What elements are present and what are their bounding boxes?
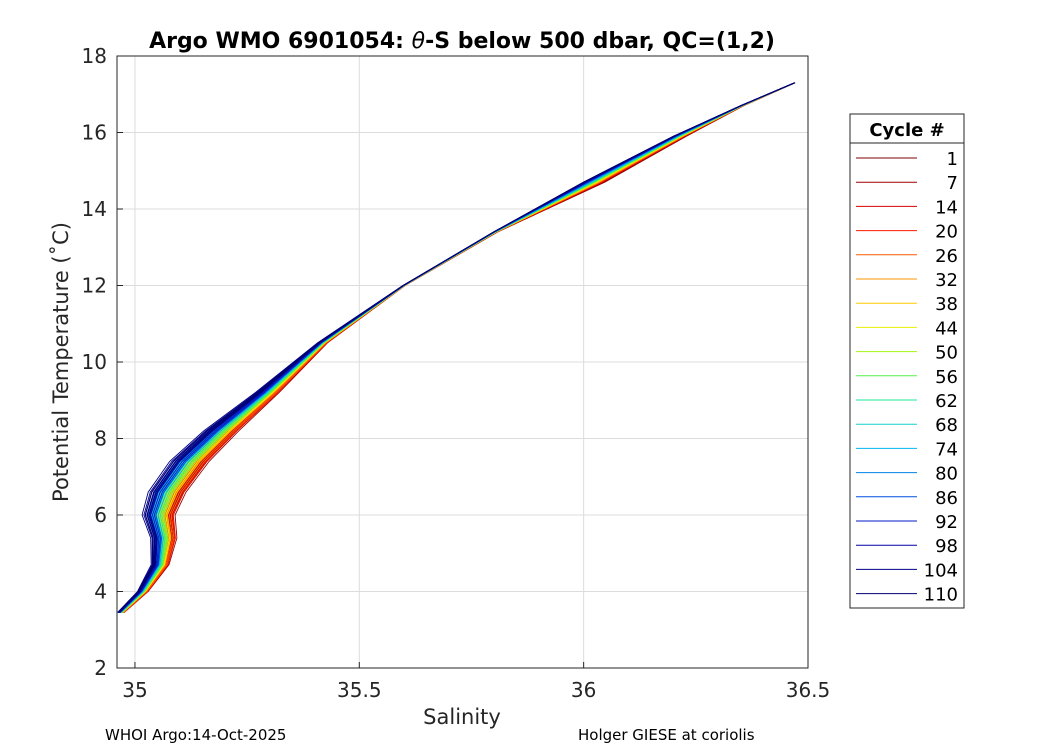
y-tick-label: 4 [94, 580, 107, 604]
y-tick-label: 12 [82, 274, 107, 298]
y-tick-label: 18 [82, 44, 107, 68]
chart-title-theta: θ [412, 29, 426, 54]
legend-label-38: 38 [935, 294, 958, 315]
profile-line-cycle-110 [118, 82, 795, 613]
legend-label-68: 68 [935, 415, 958, 436]
legend-label-26: 26 [935, 246, 958, 267]
footer-left: WHOI Argo:14-Oct-2025 [105, 726, 287, 744]
profile-line-cycle-74 [120, 82, 795, 613]
legend-label-86: 86 [935, 488, 958, 509]
legend-label-20: 20 [935, 222, 958, 243]
x-tick-label: 35.5 [337, 678, 382, 702]
x-tick-label: 36 [571, 678, 596, 702]
legend-title: Cycle # [869, 120, 944, 141]
y-tick-label: 10 [82, 350, 107, 374]
legend-label-104: 104 [924, 560, 958, 581]
footer-right: Holger GIESE at coriolis [578, 726, 755, 744]
y-tick-label: 2 [94, 656, 107, 680]
grid-lines [117, 56, 808, 668]
legend-label-14: 14 [935, 197, 958, 218]
y-tick-label: 14 [82, 197, 107, 221]
legend-label-80: 80 [935, 464, 958, 485]
x-axis-ticks: 35 35.5 36 36.5 [122, 662, 830, 702]
legend-label-7: 7 [947, 173, 958, 194]
legend-label-110: 110 [924, 585, 958, 606]
data-series [117, 82, 796, 613]
legend-label-74: 74 [935, 439, 958, 460]
legend-label-1: 1 [947, 149, 958, 170]
x-axis-label: Salinity [423, 705, 501, 729]
legend-label-92: 92 [935, 512, 958, 533]
legend-label-62: 62 [935, 391, 958, 412]
y-tick-label: 6 [94, 503, 107, 527]
x-tick-label: 35 [122, 678, 147, 702]
y-tick-label: 16 [82, 121, 107, 145]
legend-label-50: 50 [935, 343, 958, 364]
chart-title-suffix: -S below 500 dbar, QC=(1,2) [425, 29, 775, 54]
chart-title: Argo WMO 6901054: θ-S below 500 dbar, QC… [149, 29, 775, 54]
legend-label-44: 44 [935, 318, 958, 339]
legend-label-32: 32 [935, 270, 958, 291]
y-axis-label: Potential Temperature (˚C) [49, 222, 73, 502]
y-tick-label: 8 [94, 427, 107, 451]
y-axis-ticks: 2 4 6 8 10 12 14 16 18 [82, 44, 123, 680]
legend-label-98: 98 [935, 536, 958, 557]
profile-line-cycle-7 [123, 82, 796, 613]
legend-label-56: 56 [935, 367, 958, 388]
legend: Cycle # 1 7 14 20 26 32 38 44 50 56 62 68 74 80 86 92 98… [849, 113, 965, 609]
x-tick-label: 36.5 [786, 678, 831, 702]
legend-box [849, 113, 965, 609]
chart-title-prefix: Argo WMO 6901054: [149, 29, 412, 54]
